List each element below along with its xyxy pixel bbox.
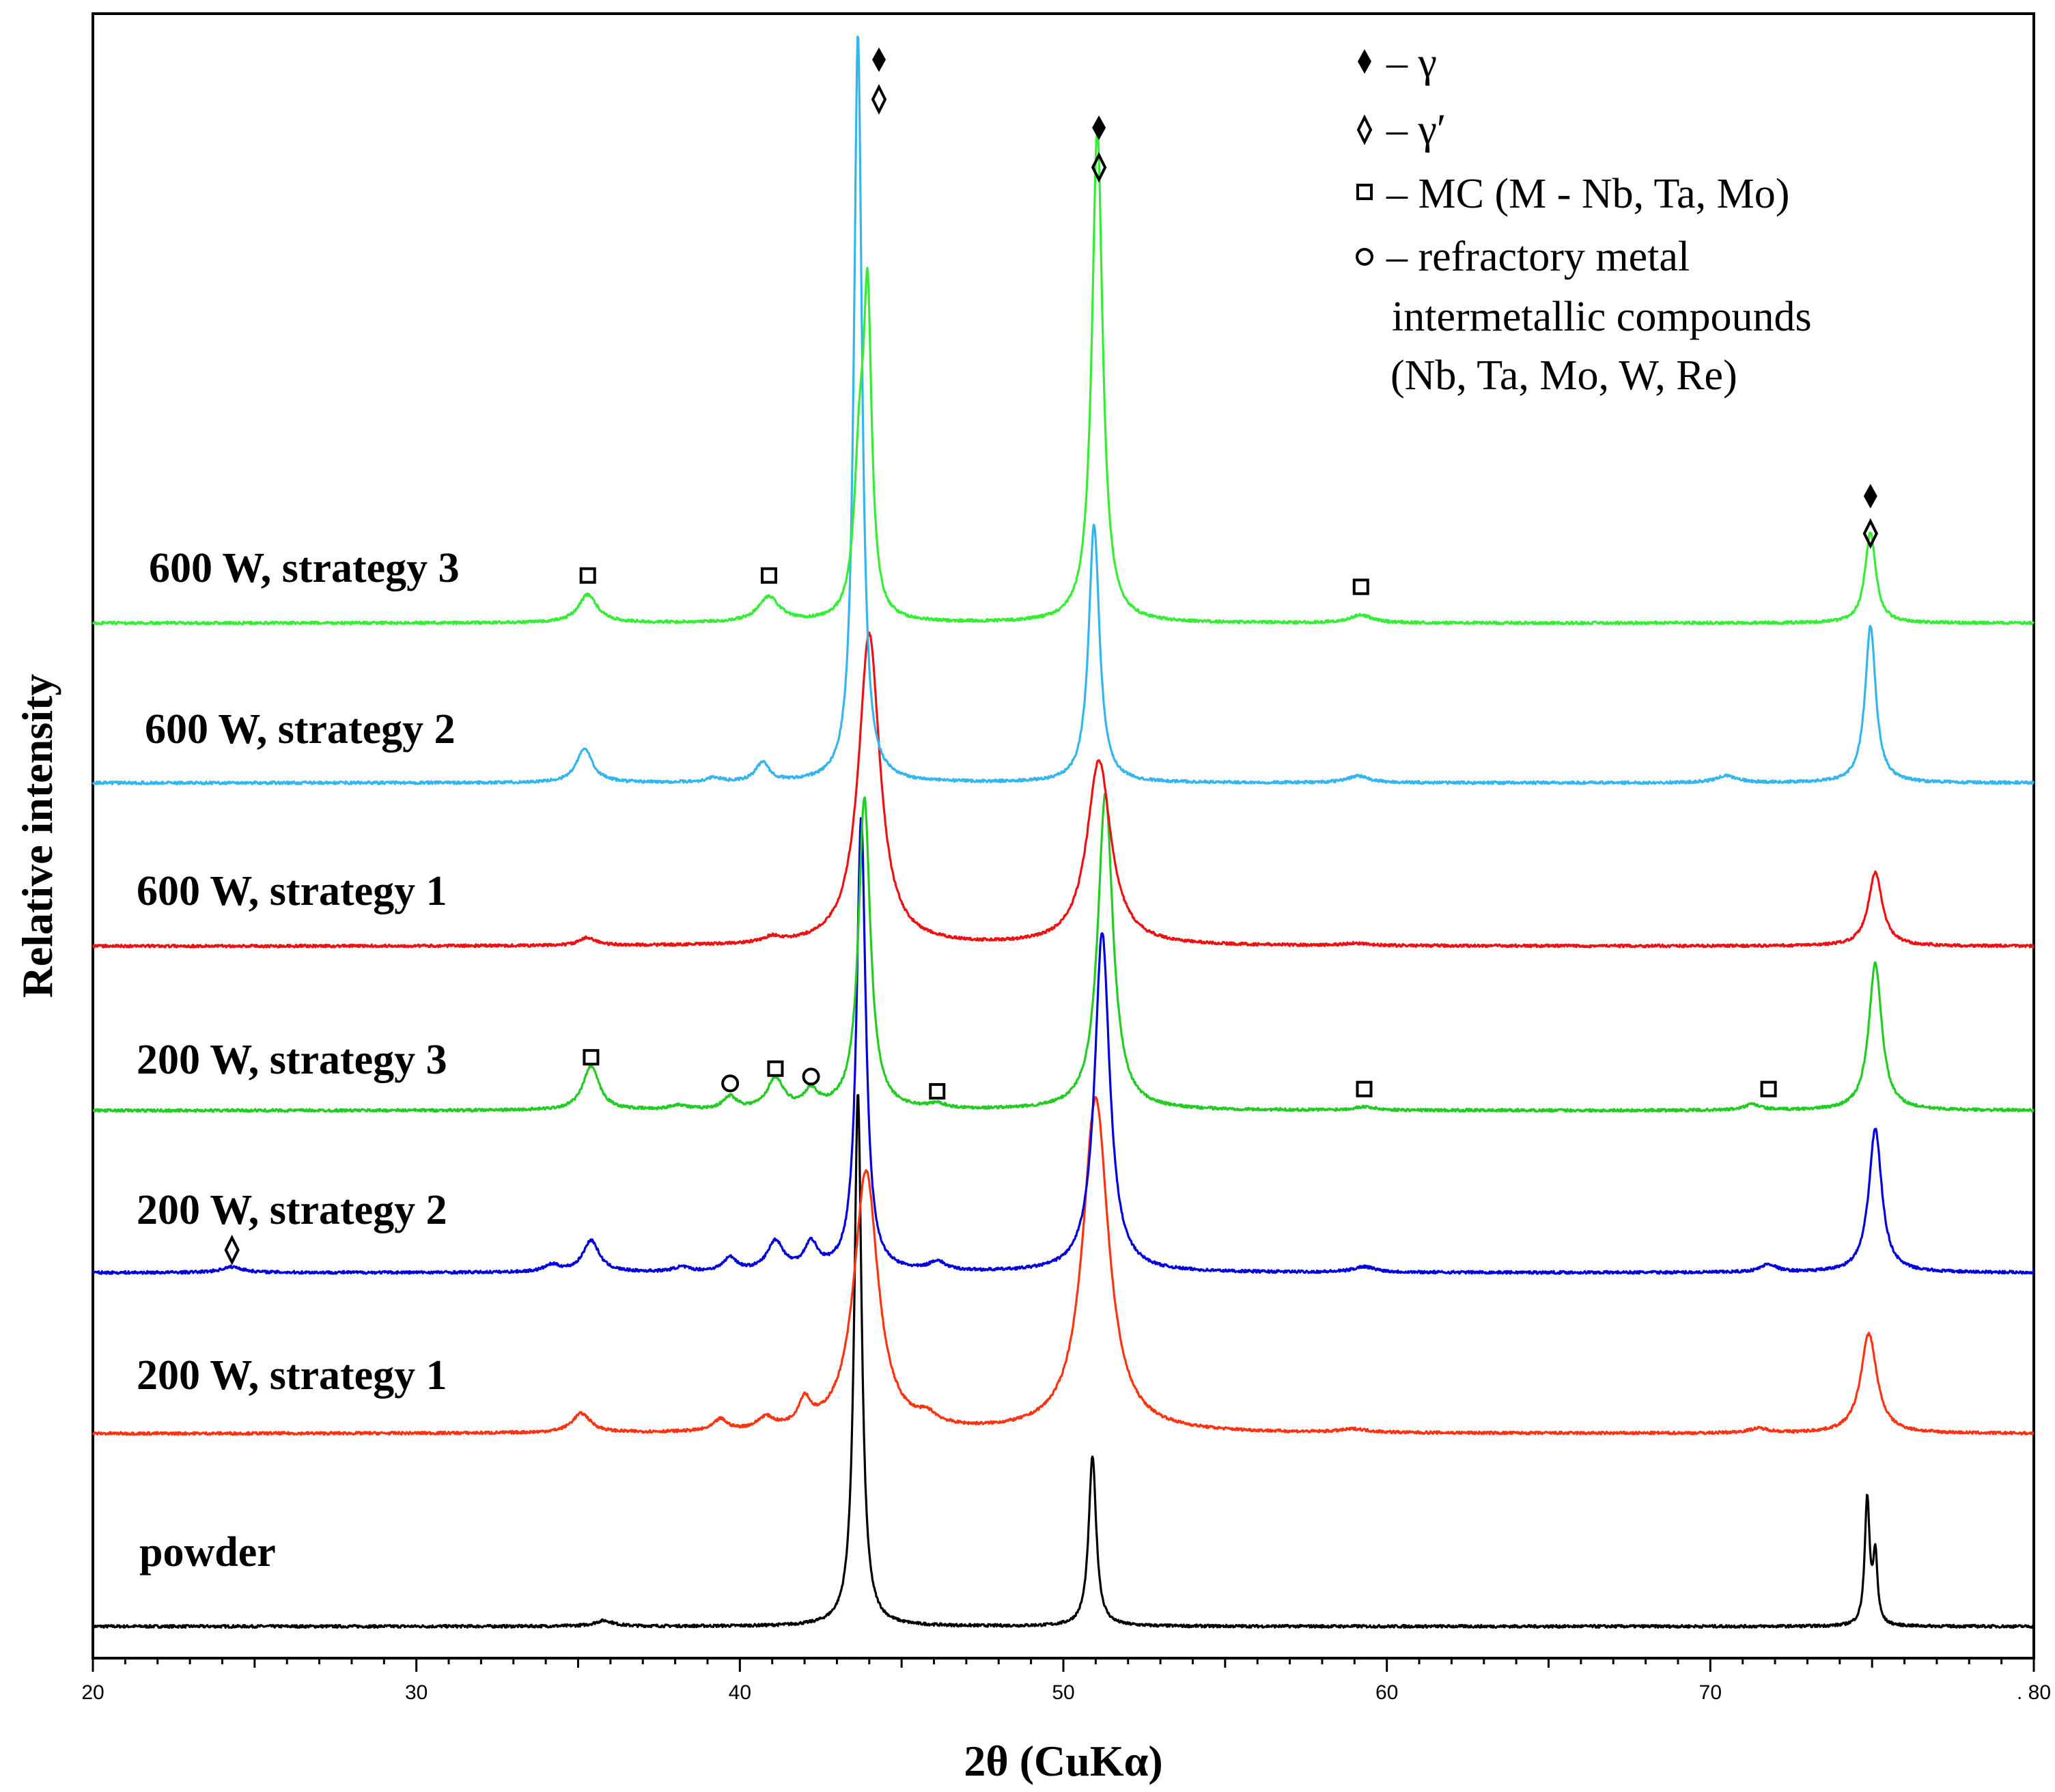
trace-200-w-strategy-3 — [92, 792, 2035, 1113]
gamma-filled-diamond-icon — [1863, 484, 1877, 509]
y-axis-title: Relative intensity — [13, 674, 61, 998]
trace-200-w-strategy-2 — [92, 817, 2035, 1275]
legend-refractory-circle-icon — [1356, 248, 1373, 266]
mc-square-icon — [1352, 578, 1369, 596]
gamma-filled-diamond-icon — [1092, 115, 1106, 140]
legend-mc-text: – MC (M - Nb, Ta, Mo) — [1386, 171, 1789, 217]
trace-label-200w-s3: 200 W, strategy 3 — [137, 1037, 447, 1083]
plot-frame — [92, 12, 2035, 1660]
gamma-prime-open-diamond-icon — [1091, 152, 1107, 183]
trace-group — [92, 36, 2035, 1629]
legend-gamma-filled-diamond-icon — [1358, 49, 1371, 74]
mc-square-icon — [583, 1049, 600, 1066]
legend: – γ – γ′ – MC (M - Nb, Ta, Mo) – refract… — [1356, 40, 1812, 399]
x-tick-label: 60 — [1375, 1681, 1398, 1704]
refractory-circle-icon — [721, 1074, 740, 1093]
x-tick-label: . 80 — [2017, 1681, 2051, 1704]
mc-square-icon — [929, 1083, 946, 1100]
mc-square-icon — [579, 567, 596, 584]
trace-600-w-strategy-3 — [92, 129, 2035, 626]
refractory-circle-icon — [802, 1067, 820, 1086]
x-tick-label: 70 — [1699, 1681, 1722, 1704]
mc-square-icon — [1760, 1080, 1777, 1097]
gamma-filled-diamond-icon — [872, 47, 886, 72]
legend-gamma-prime-text: – γ′ — [1386, 107, 1446, 153]
trace-label-200w-s1: 200 W, strategy 1 — [137, 1352, 447, 1399]
legend-gamma-text: – γ — [1386, 40, 1437, 86]
x-tick-label: 50 — [1052, 1681, 1074, 1704]
legend-refractory-line2: intermetallic compounds — [1392, 294, 1812, 340]
trace-label-200w-s2: 200 W, strategy 2 — [137, 1187, 447, 1233]
trace-600-w-strategy-1 — [92, 631, 2035, 949]
mc-square-icon — [1356, 1080, 1373, 1097]
trace-powder — [92, 1094, 2035, 1629]
trace-600-w-strategy-2 — [92, 36, 2035, 785]
mc-square-icon — [760, 567, 777, 584]
x-axis-title: 2θ (CuKα) — [964, 1737, 1162, 1785]
trace-label-600w-s2: 600 W, strategy 2 — [145, 706, 456, 753]
trace-label-600w-s3: 600 W, strategy 3 — [149, 545, 460, 591]
trace-label-powder: powder — [139, 1529, 276, 1576]
legend-mc-square-icon — [1356, 184, 1373, 200]
legend-refractory-line3: (Nb, Ta, Mo, W, Re) — [1390, 352, 1737, 399]
phase-markers — [224, 47, 1879, 1265]
trace-label-600w-s1: 600 W, strategy 1 — [137, 868, 447, 914]
legend-refractory-text: – refractory metal — [1386, 234, 1690, 280]
x-tick-label: 20 — [81, 1681, 104, 1704]
gamma-prime-open-diamond-icon — [871, 84, 887, 115]
trace-200-w-strategy-1 — [92, 1095, 2035, 1436]
legend-gamma-prime-open-diamond-icon — [1356, 114, 1373, 145]
gamma-prime-open-diamond-icon — [1862, 518, 1879, 549]
x-tick-label: 40 — [729, 1681, 751, 1704]
x-axis-ticks: 20 30 40 50 60 70 . 80 — [81, 1658, 2051, 1704]
x-tick-label: 30 — [405, 1681, 428, 1704]
gamma-prime-open-diamond-icon — [224, 1234, 240, 1265]
mc-square-icon — [767, 1060, 784, 1077]
